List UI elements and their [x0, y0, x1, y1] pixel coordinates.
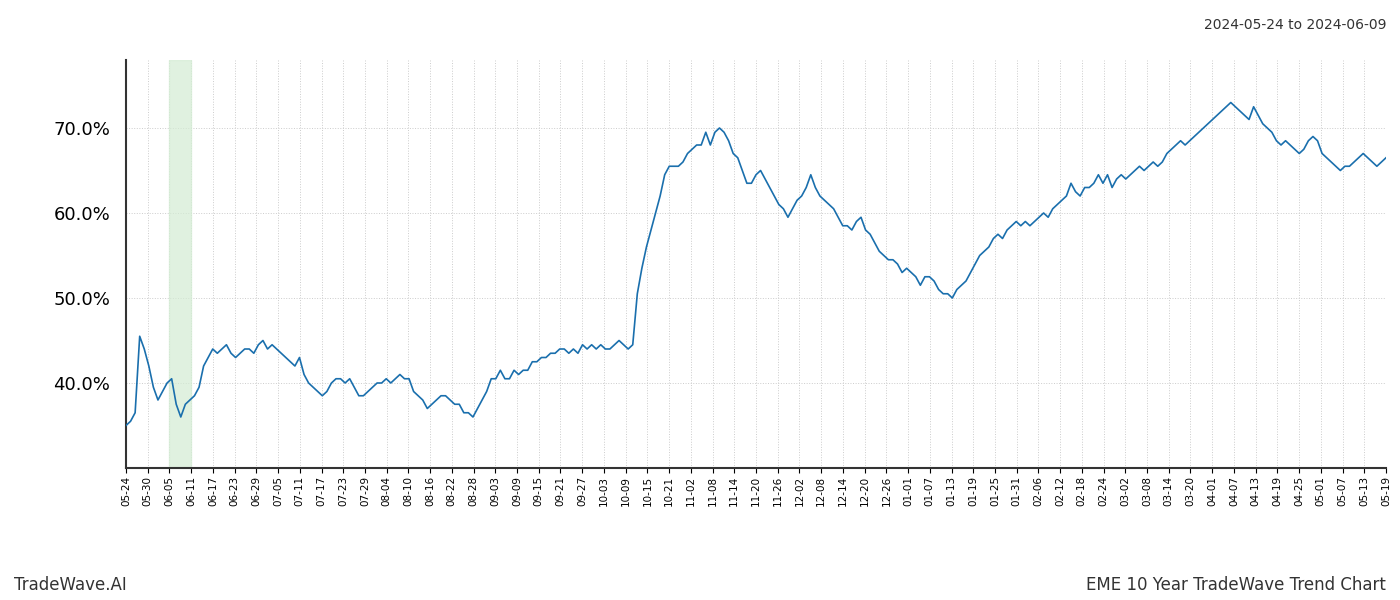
Text: 2024-05-24 to 2024-06-09: 2024-05-24 to 2024-06-09: [1204, 18, 1386, 32]
Text: EME 10 Year TradeWave Trend Chart: EME 10 Year TradeWave Trend Chart: [1086, 576, 1386, 594]
Bar: [169, 60, 192, 468]
Text: TradeWave.AI: TradeWave.AI: [14, 576, 127, 594]
